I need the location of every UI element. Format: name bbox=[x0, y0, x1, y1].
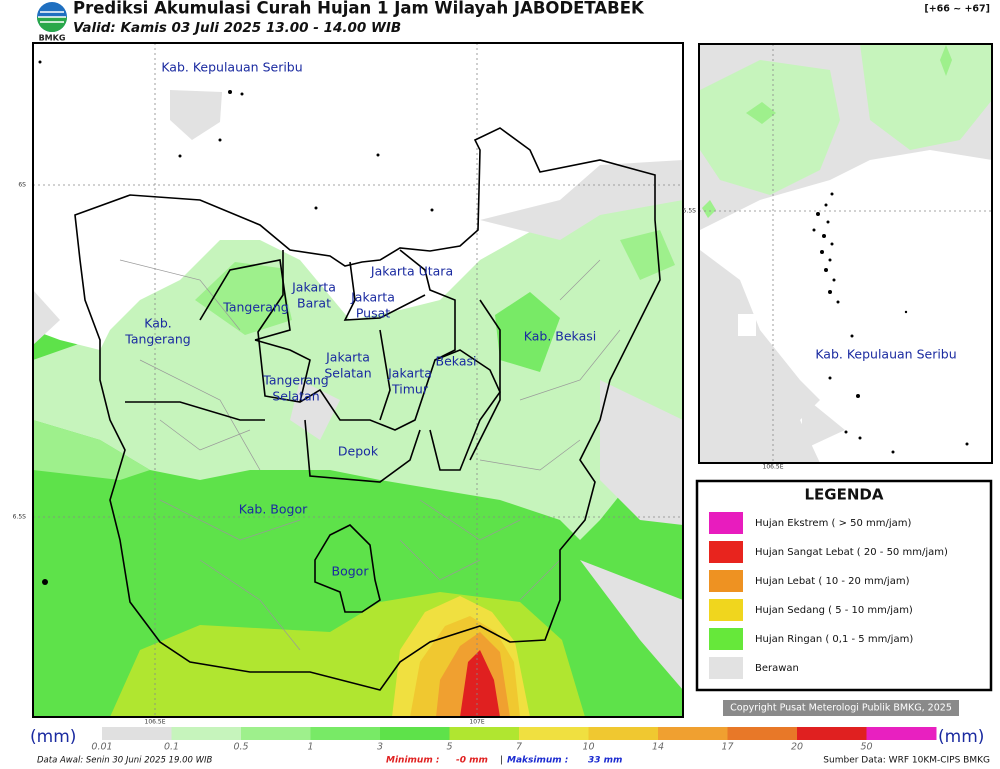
colorbar-tick-label: 0.01 bbox=[91, 742, 112, 753]
inset-region-label: Kab. Kepulauan Seribu bbox=[815, 347, 956, 362]
legend-label: Hujan Lebat ( 10 - 20 mm/jam) bbox=[755, 576, 910, 587]
region-label: Kab. bbox=[144, 316, 172, 331]
colorbar-segment bbox=[380, 727, 450, 740]
main-map-frame bbox=[32, 42, 684, 718]
region-label: Jakarta bbox=[350, 290, 395, 305]
region-label: Jakarta bbox=[291, 280, 336, 295]
legend-swatch bbox=[709, 512, 743, 534]
colorbar-segment bbox=[519, 727, 589, 740]
lon-label: 106.5E bbox=[145, 719, 166, 726]
colorbar-tick-label: 10 bbox=[582, 742, 594, 753]
inset-lat-label: 5.5S bbox=[683, 208, 697, 215]
region-label: Bekasi bbox=[436, 354, 477, 369]
separator: | bbox=[500, 756, 503, 766]
colorbar-segment bbox=[866, 727, 937, 740]
region-label: Selatan bbox=[324, 366, 371, 381]
inset-lon-label: 106.5E bbox=[763, 464, 784, 471]
region-label: Jakarta Utara bbox=[370, 264, 453, 279]
region-label: Pusat bbox=[356, 306, 390, 321]
colorbar-tick-label: 5 bbox=[446, 742, 452, 753]
source: Sumber Data: WRF 10KM-CIPS BMKG bbox=[823, 756, 990, 766]
data-awal: Data Awal: Senin 30 Juni 2025 19.00 WIB bbox=[37, 756, 213, 766]
colorbar-tick-label: 17 bbox=[721, 742, 733, 753]
colorbar-tick-label: 50 bbox=[860, 742, 872, 753]
colorbar-tick-label: 14 bbox=[652, 742, 664, 753]
colorbar-segment bbox=[727, 727, 798, 740]
region-labels: Kab. Kepulauan Seribu Jakarta Utara Jakart… bbox=[124, 60, 596, 579]
colorbar-segment bbox=[241, 727, 311, 740]
copyright-box bbox=[723, 700, 959, 716]
minimum-label: Minimum : bbox=[386, 756, 439, 766]
region-label: Barat bbox=[297, 296, 331, 311]
legend-swatch bbox=[709, 541, 743, 563]
colorbar-segment bbox=[171, 727, 242, 740]
legend-swatch bbox=[709, 657, 743, 679]
region-label: Timur bbox=[391, 382, 429, 397]
region-label: Kab. Bogor bbox=[239, 502, 308, 517]
colorbar-segment bbox=[310, 727, 381, 740]
subtitle: Valid: Kamis 03 Juli 2025 13.00 - 14.00 … bbox=[73, 20, 401, 36]
inset-map bbox=[699, 44, 992, 463]
region-label: Tangerang bbox=[124, 332, 190, 347]
lat-label: 6S bbox=[18, 182, 26, 189]
code: [+66 ~ +67] bbox=[924, 4, 990, 15]
legend-label: Hujan Sedang ( 5 - 10 mm/jam) bbox=[755, 605, 913, 616]
legend-items: Hujan Ekstrem ( > 50 mm/jam) Hujan Sangat… bbox=[709, 512, 948, 679]
colorbar-segment bbox=[449, 727, 520, 740]
colorbar-segment bbox=[588, 727, 659, 740]
legend-title: LEGENDA bbox=[805, 486, 884, 504]
inset-frame bbox=[698, 43, 993, 464]
unit-left: (mm) bbox=[30, 727, 76, 747]
region-label: Selatan bbox=[272, 389, 319, 404]
legend-swatch bbox=[709, 599, 743, 621]
colorbar-tick-label: 20 bbox=[791, 742, 803, 753]
colorbar-tick-label: 0.5 bbox=[233, 742, 248, 753]
main-map bbox=[33, 43, 683, 717]
lon-label: 107E bbox=[469, 719, 484, 726]
colorbar-tick-label: 1 bbox=[307, 742, 313, 753]
logo-text: BMKG bbox=[39, 34, 66, 43]
region-label: Bogor bbox=[332, 564, 370, 579]
unit-right: (mm) bbox=[938, 727, 984, 747]
legend-label: Hujan Ringan ( 0,1 - 5 mm/jam) bbox=[755, 634, 913, 645]
legend-label: Berawan bbox=[755, 663, 799, 674]
region-label: Jakarta bbox=[387, 366, 432, 381]
region-label: Tangerang bbox=[222, 300, 288, 315]
copyright: Copyright Pusat Meterologi Publik BMKG, … bbox=[730, 703, 952, 714]
logo: BMKG bbox=[37, 2, 67, 43]
colorbar-segment bbox=[797, 727, 867, 740]
region-label: Depok bbox=[338, 444, 379, 459]
maksimum-value: 33 mm bbox=[588, 756, 622, 766]
colorbar-tick-label: 3 bbox=[377, 742, 383, 753]
legend-swatch bbox=[709, 628, 743, 650]
legend-label: Hujan Sangat Lebat ( 20 - 50 mm/jam) bbox=[755, 547, 948, 558]
colorbar-segment bbox=[658, 727, 728, 740]
maksimum-label: Maksimum : bbox=[507, 756, 568, 766]
colorbar-segment bbox=[102, 727, 172, 740]
region-label: Jakarta bbox=[325, 350, 370, 365]
colorbar: 0.01 0.1 0.5 1 3 5 7 10 14 17 20 50 bbox=[91, 727, 937, 753]
region-label: Tangerang bbox=[262, 373, 328, 388]
legend-box bbox=[695, 479, 993, 692]
region-label: Kab. Bekasi bbox=[524, 329, 596, 344]
colorbar-tick-label: 7 bbox=[516, 742, 522, 753]
legend-label: Hujan Ekstrem ( > 50 mm/jam) bbox=[755, 518, 912, 529]
minimum-value: -0 mm bbox=[456, 756, 488, 766]
lat-label: 6.5S bbox=[13, 514, 27, 521]
colorbar-tick-label: 0.1 bbox=[164, 742, 179, 753]
region-label: Kab. Kepulauan Seribu bbox=[161, 60, 302, 75]
title: Prediksi Akumulasi Curah Hujan 1 Jam Wil… bbox=[73, 0, 645, 18]
legend-swatch bbox=[709, 570, 743, 592]
